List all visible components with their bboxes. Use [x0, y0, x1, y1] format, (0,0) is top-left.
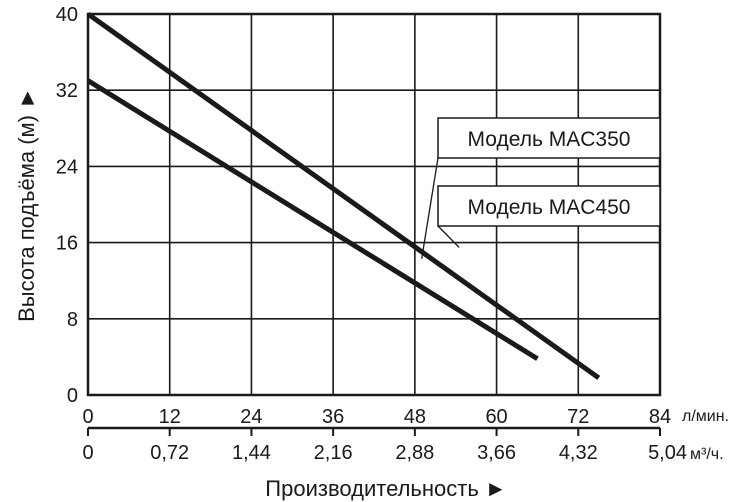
y-tick-label: 0 — [67, 385, 78, 407]
y-tick-label: 24 — [56, 156, 78, 178]
legend-label: Модель MAC350 — [468, 128, 631, 151]
legend: Модель MAC350 Модель MAC450 — [421, 117, 661, 259]
x-tick-label: 72 — [567, 406, 589, 428]
y-tick-label: 32 — [56, 80, 78, 102]
x-secondary-tick-label: 2,16 — [314, 442, 353, 464]
secondary-tick-marks — [87, 428, 661, 436]
x-tick-label: 36 — [322, 406, 344, 428]
x-axis-title: Производительность ► — [265, 476, 506, 501]
x-secondary-tick-label: 0 — [82, 442, 93, 464]
x-tick-label: 84 — [649, 406, 671, 428]
y-tick-label: 8 — [67, 309, 78, 331]
y-tick-label: 16 — [56, 233, 78, 255]
y-tick-labels: 0 8 16 24 32 40 — [56, 4, 78, 407]
x-tick-label: 24 — [240, 406, 262, 428]
series-layer — [86, 11, 601, 380]
x-secondary-tick-label: 4,32 — [559, 442, 598, 464]
x-secondary-tick-label: 1,44 — [232, 442, 271, 464]
legend-label: Модель MAC450 — [468, 196, 631, 219]
x-unit-primary: л/мин. — [682, 408, 729, 425]
series-line — [86, 11, 601, 380]
legend-box — [437, 185, 661, 227]
y-tick-label: 40 — [56, 4, 78, 26]
x-tick-label: 12 — [159, 406, 181, 428]
x-tick-labels: 0 12 24 36 48 60 72 84 — [82, 406, 671, 428]
x-secondary-tick-label: 3,66 — [477, 442, 516, 464]
x-secondary-tick-labels: 0 0,72 1,44 2,16 2,88 3,66 4,32 5,04 — [82, 442, 687, 464]
x-tick-label: 60 — [485, 406, 507, 428]
series-line — [86, 78, 539, 361]
x-secondary-tick-label: 2,88 — [395, 442, 434, 464]
x-secondary-tick-label: 0,72 — [150, 442, 189, 464]
x-unit-secondary: м³/ч. — [690, 446, 724, 463]
legend-leader-line — [437, 225, 460, 248]
x-tick-label: 48 — [404, 406, 426, 428]
x-secondary-tick-label: 5,04 — [648, 442, 687, 464]
y-axis-title: Высота подъёма (м) ► — [14, 87, 39, 322]
x-tick-label: 0 — [82, 406, 93, 428]
legend-box — [437, 117, 661, 159]
legend-leader-line — [421, 157, 439, 259]
